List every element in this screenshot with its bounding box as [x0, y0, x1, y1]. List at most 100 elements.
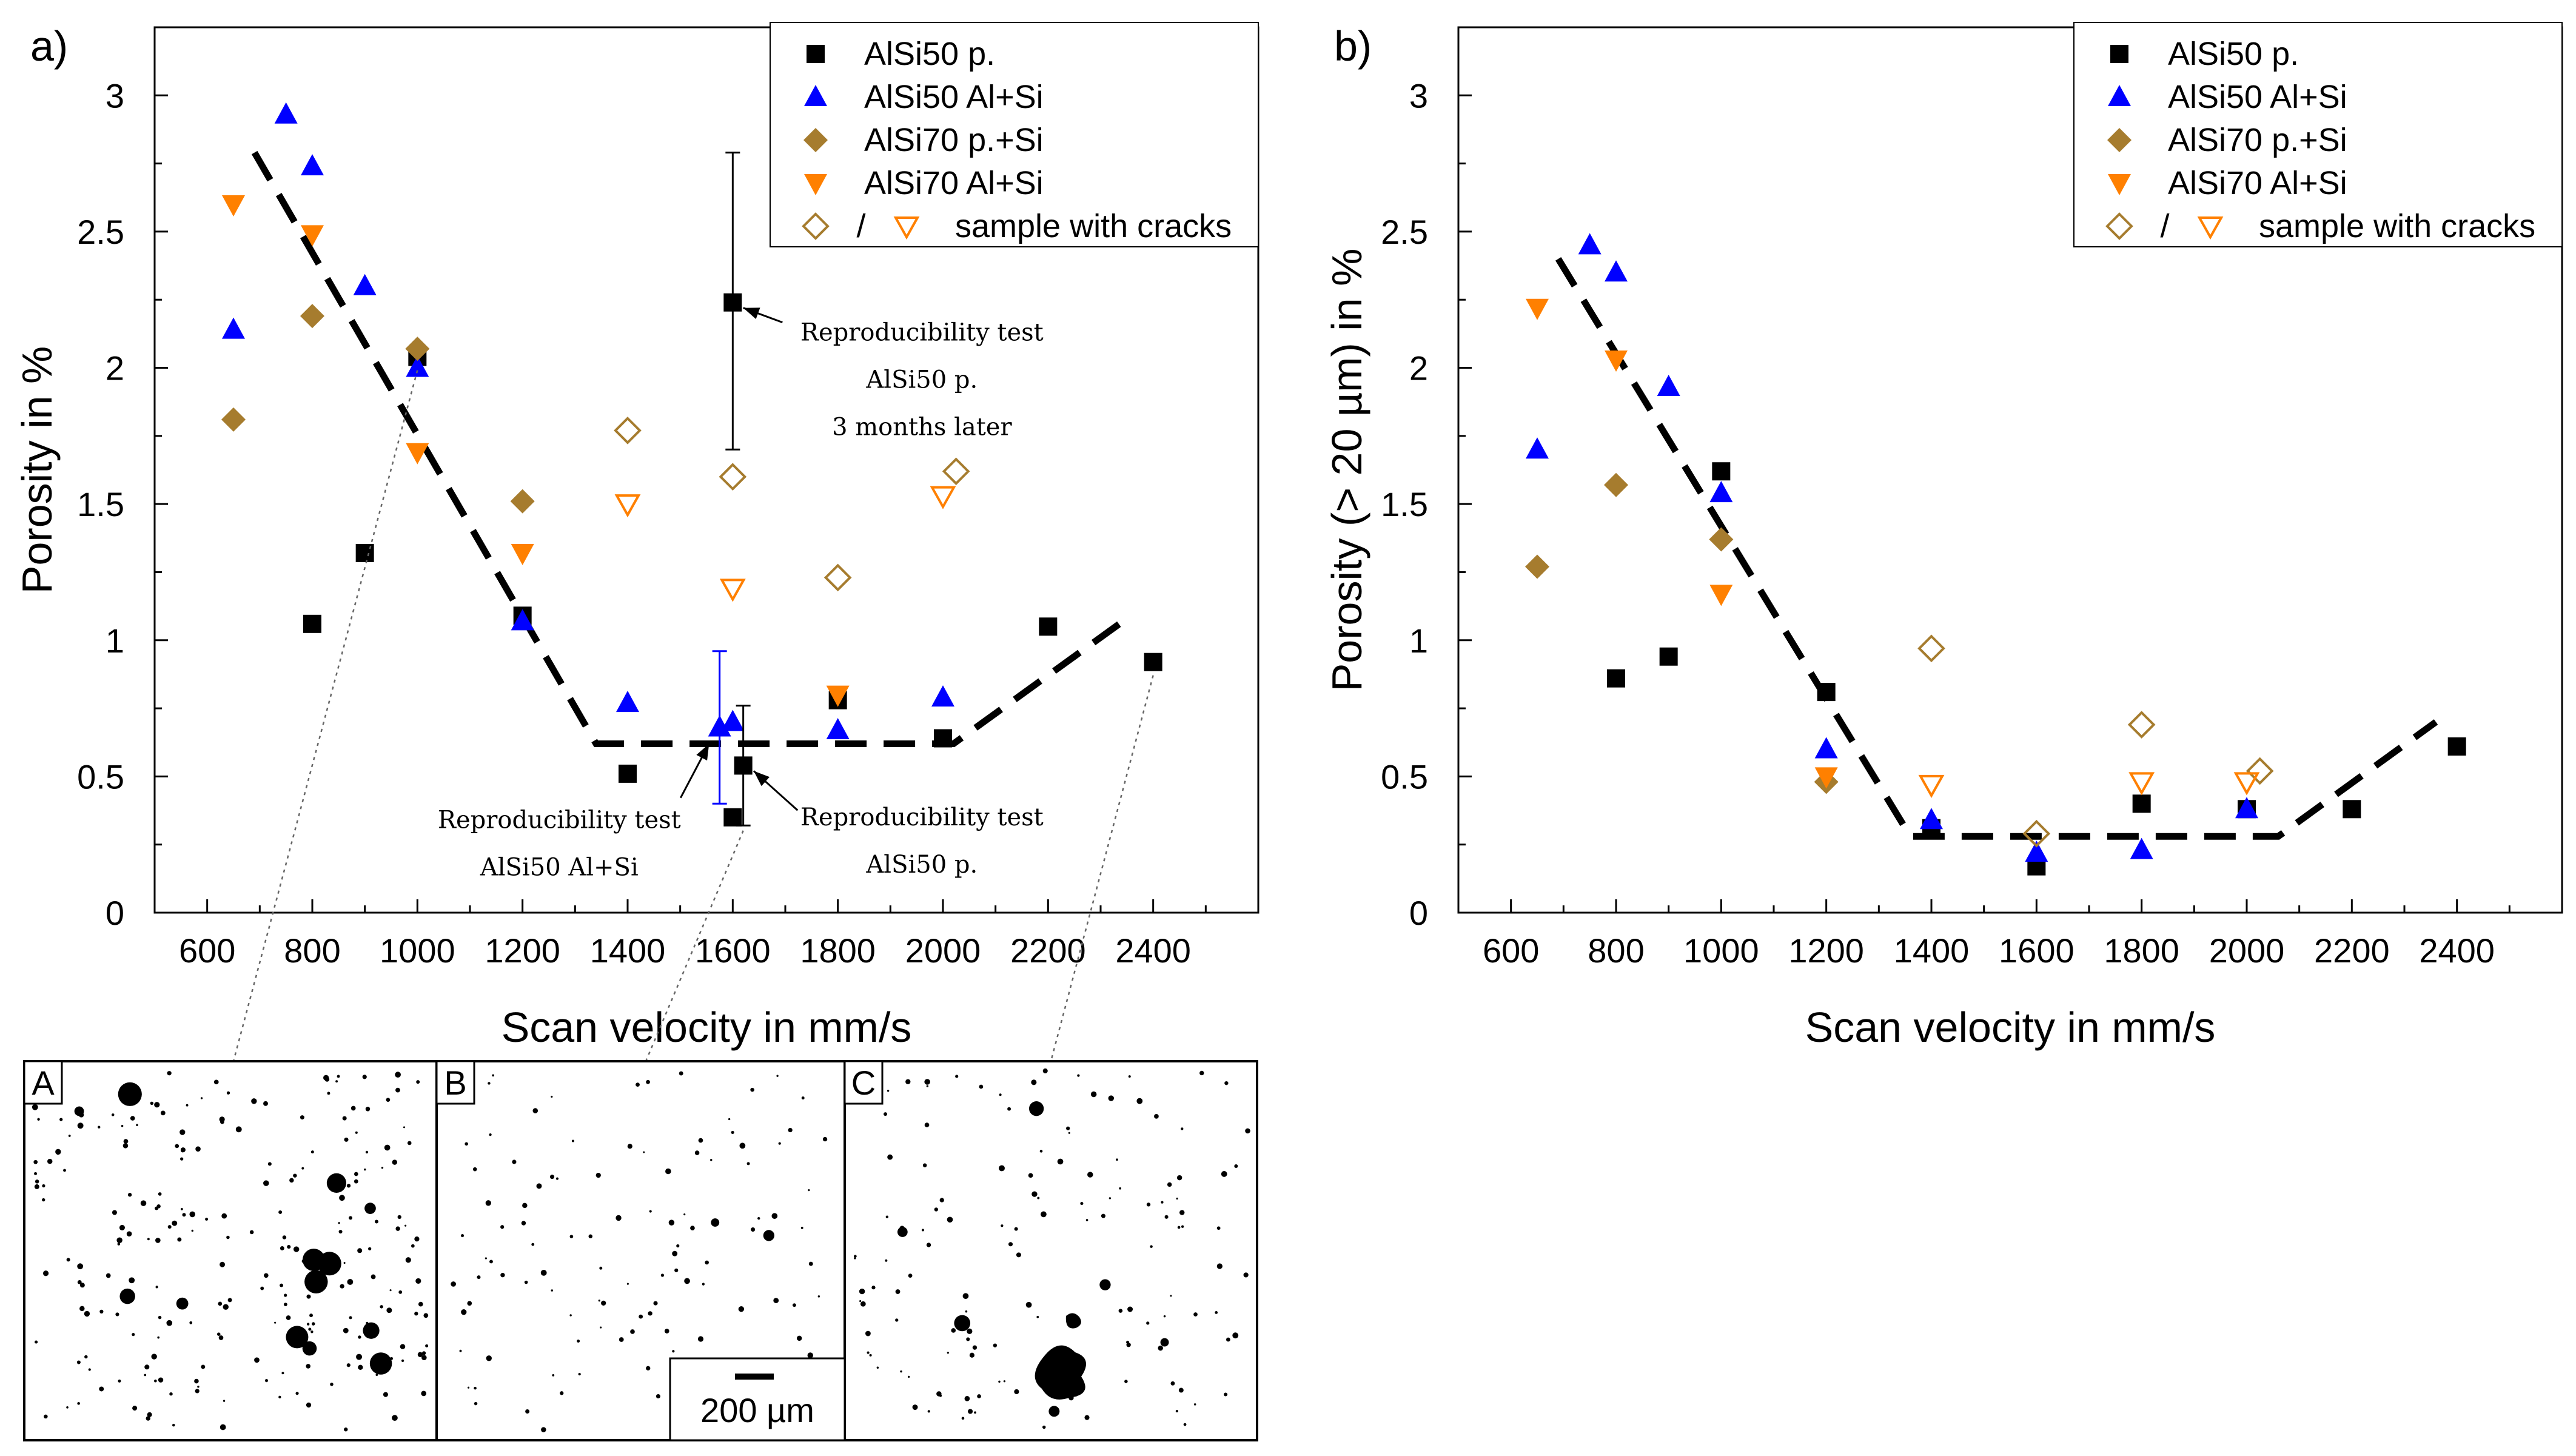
pore-large: [897, 1227, 908, 1237]
pore: [1216, 1226, 1221, 1230]
pore: [99, 1309, 104, 1313]
pore: [398, 1290, 403, 1294]
pore: [668, 1219, 675, 1226]
pore: [1234, 1164, 1238, 1169]
pore: [731, 1130, 734, 1134]
pore: [98, 1126, 101, 1129]
pore: [969, 1352, 975, 1358]
data-point-alsi50: [353, 273, 377, 295]
pore: [1126, 1343, 1131, 1347]
pore: [869, 1354, 872, 1357]
pore: [1085, 1219, 1088, 1221]
pore: [106, 1273, 111, 1278]
pore: [337, 1075, 340, 1078]
pore: [698, 1138, 703, 1143]
pore: [676, 1244, 680, 1248]
data-point-p: [934, 729, 952, 748]
y-tick-label: 3: [1409, 76, 1428, 115]
arrow-head: [743, 307, 760, 320]
pore: [405, 1257, 411, 1263]
pore: [155, 1206, 159, 1210]
pore: [154, 1102, 160, 1108]
pore: [859, 1300, 862, 1303]
pore: [619, 1337, 624, 1342]
pore: [182, 1213, 186, 1217]
pore: [965, 1310, 968, 1313]
pore: [280, 1283, 284, 1287]
legend-b: AlSi50 p. AlSi50 Al+Si AlSi70 p.+Si AlSi70 …: [2073, 22, 2563, 247]
pore: [1221, 1171, 1227, 1177]
data-point-alsi50: [826, 718, 850, 740]
pore: [1154, 1114, 1159, 1119]
pore: [411, 1244, 415, 1248]
pore: [1028, 1173, 1033, 1178]
pore: [555, 1177, 559, 1180]
pore: [175, 1144, 179, 1149]
pore: [150, 1101, 154, 1105]
pore: [423, 1313, 429, 1318]
pore: [694, 1150, 700, 1155]
pore: [371, 1274, 376, 1280]
pore: [887, 1154, 893, 1160]
pore-large: [302, 1341, 317, 1356]
pore-large: [286, 1326, 309, 1349]
pore: [84, 1310, 90, 1317]
error-bar: [712, 650, 727, 805]
pore: [349, 1316, 352, 1320]
micrograph-label: A: [32, 1064, 55, 1102]
pore: [665, 1168, 671, 1175]
data-point-alsi70ps: [1917, 634, 1945, 663]
data-point-alsi70ps: [510, 489, 535, 514]
pore: [392, 1415, 398, 1421]
pore: [358, 1335, 361, 1339]
data-point-alsi70al: [826, 685, 850, 707]
legend-label: sample with cracks: [955, 208, 1232, 244]
pore: [267, 1162, 272, 1166]
pore-large: [176, 1297, 189, 1310]
pore: [339, 1195, 345, 1201]
x-tick-label: 1000: [1683, 931, 1759, 970]
pore: [1146, 1321, 1150, 1325]
data-point-alsi70al: [222, 195, 245, 216]
pore: [395, 1072, 401, 1078]
pore: [343, 1262, 346, 1264]
pore: [312, 1322, 315, 1326]
pore: [122, 1143, 129, 1149]
pore: [79, 1306, 85, 1312]
pore: [939, 1198, 944, 1203]
pore: [179, 1157, 184, 1161]
legend-marker-p: [807, 45, 825, 63]
pore: [216, 1332, 221, 1336]
pore: [465, 1142, 468, 1146]
pore: [195, 1389, 200, 1394]
pore: [330, 1383, 334, 1386]
pore: [492, 1074, 495, 1077]
pore: [364, 1168, 366, 1171]
pore: [112, 1210, 117, 1215]
pore: [186, 1104, 189, 1107]
pore: [1176, 1197, 1178, 1200]
pore: [189, 1321, 193, 1324]
pore: [551, 1095, 553, 1098]
micrograph-label-box: [844, 1060, 884, 1105]
pore: [418, 1301, 423, 1307]
pore: [1101, 1213, 1105, 1218]
data-point-alsi70ps: [2022, 819, 2051, 848]
legend-marker-cracks-triangle: [2197, 216, 2224, 240]
pore: [876, 1366, 879, 1369]
y-axis-label-b: Porosity (> 20 µm) in %: [1323, 249, 1370, 692]
pore: [600, 1326, 602, 1329]
pore: [927, 1410, 930, 1413]
legend-label: AlSi50 p.: [864, 36, 995, 72]
pore: [1007, 1107, 1011, 1111]
pore: [549, 1175, 555, 1179]
pore: [1146, 1203, 1151, 1207]
scale-bar-line: [735, 1374, 774, 1380]
pore: [167, 1225, 172, 1229]
pore: [776, 1075, 779, 1077]
pore: [195, 1146, 201, 1152]
pore: [1031, 1079, 1037, 1085]
pore: [346, 1184, 351, 1188]
pore: [189, 1211, 195, 1218]
